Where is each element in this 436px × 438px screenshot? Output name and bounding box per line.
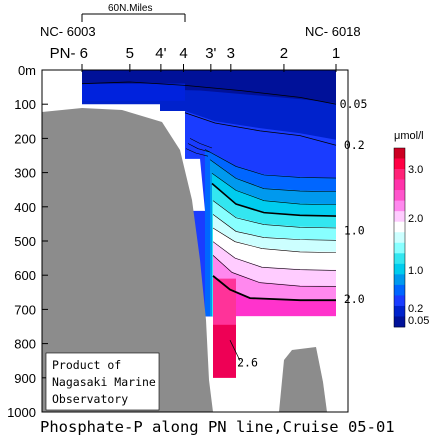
- station-label: 3: [227, 45, 235, 62]
- seamount: [279, 347, 327, 412]
- colorbar-tick-label: 0.05: [408, 315, 429, 327]
- depth-tick-label: 700: [14, 302, 36, 317]
- depth-tick-label: 600: [14, 268, 36, 283]
- depth-tick-label: 0m: [18, 63, 36, 78]
- contour-line: [211, 182, 337, 217]
- shelf-surface-water: [82, 70, 185, 84]
- contour-value-labels: 0.05 0.2 1.0 2.0 2.6: [237, 97, 367, 369]
- colorbar-swatch: [394, 211, 405, 223]
- station-label: 2: [280, 45, 288, 62]
- colorbar-tick-label: 0.2: [408, 303, 423, 315]
- contour-lines: [81, 81, 337, 361]
- contour-line: [212, 227, 337, 253]
- contour-line: [184, 112, 337, 146]
- contour-line: [204, 149, 337, 179]
- scale-bar-label: 60N.Miles: [108, 3, 152, 14]
- depth-tick-label: 1000: [7, 405, 36, 420]
- depth-tick-label: 100: [14, 97, 36, 112]
- colorbar-swatch: [394, 295, 405, 307]
- colorbar-swatch: [394, 242, 405, 254]
- chart-title: Phosphate-P along PN line,Cruise 05-01: [40, 418, 395, 436]
- contour-line: [185, 148, 209, 157]
- colorbar-swatch: [394, 253, 405, 265]
- station-label: 3': [205, 45, 216, 62]
- contour-line: [212, 255, 337, 287]
- depth-axis: 0m 100 200 300 400 500 600 700 800 900 1000: [7, 63, 48, 420]
- station-axis: PN- 6 5 4' 4 3' 3 2 1: [50, 45, 340, 72]
- no-data-right: [336, 70, 348, 412]
- contour-line: [81, 81, 337, 105]
- depth-tick-label: 400: [14, 200, 36, 215]
- product-note-box: [45, 352, 160, 411]
- colorbar-swatch: [394, 179, 405, 191]
- colorbar-swatch: [394, 274, 405, 286]
- contour-label: 2.0: [344, 292, 365, 306]
- contour-label: 2.6: [237, 355, 258, 369]
- end-station-right: NC- 6018: [305, 24, 361, 39]
- station-label: 5: [126, 45, 134, 62]
- depth-tick-label: 200: [14, 131, 36, 146]
- colorbar-frame: [393, 147, 406, 328]
- contour-label: 0.05: [340, 97, 368, 111]
- colorbar-swatch: [394, 148, 405, 159]
- end-station-left: NC- 6003: [40, 24, 96, 39]
- depth-tick-label: 500: [14, 234, 36, 249]
- colorbar-swatch: [394, 221, 405, 233]
- colorbar-swatch: [394, 305, 405, 317]
- product-note-text: Product of Nagasaki Marine Observatory: [52, 358, 163, 406]
- contour-label: 0.2: [344, 138, 365, 152]
- contour-line: [187, 143, 211, 153]
- contour-line: [212, 275, 336, 302]
- station-label: 1: [332, 45, 340, 62]
- colorbar-tick-label: 2.0: [408, 213, 423, 225]
- colorbar-tick-label: 3.0: [408, 164, 423, 176]
- colorbar-unit: μmol/l: [394, 130, 424, 142]
- scale-bar: 60N.Miles: [81, 3, 186, 22]
- contour-line: [189, 138, 213, 149]
- seafloor: [42, 108, 327, 412]
- colorbar-swatch: [394, 232, 405, 244]
- depth-tick-label: 900: [14, 371, 36, 386]
- contour-line: [212, 200, 337, 229]
- colorbar-swatch: [394, 200, 405, 212]
- depth-tick-label: 300: [14, 166, 36, 181]
- station-label: 4': [155, 45, 166, 62]
- contour-line: [212, 241, 337, 271]
- contour-label-leader: [229, 340, 241, 361]
- station-label: PN- 6: [50, 45, 88, 62]
- colorbar-swatch: [394, 263, 405, 275]
- colorbar-swatch: [394, 316, 405, 328]
- band-2.4: [213, 275, 348, 317]
- colorbar-swatch: [394, 169, 405, 180]
- contour-label: 1.0: [344, 224, 365, 238]
- colorbar-swatch: [394, 190, 405, 201]
- colorbar-tick-label: 1.0: [408, 265, 423, 277]
- station-label: 4: [179, 45, 187, 62]
- product-note: Product of Nagasaki Marine Observatory: [45, 352, 163, 411]
- continental-slope: [42, 108, 213, 412]
- colorbar: μmol/l 3.0 2.0 1.0 0.20.05: [393, 130, 429, 328]
- colorbar-swatch: [394, 158, 405, 170]
- depth-tick-label: 800: [14, 337, 36, 352]
- band-2.6-column: [213, 324, 236, 378]
- contour-line: [209, 159, 337, 193]
- contour-line: [212, 214, 337, 241]
- colorbar-swatch: [394, 284, 405, 296]
- contour-line: [211, 173, 337, 206]
